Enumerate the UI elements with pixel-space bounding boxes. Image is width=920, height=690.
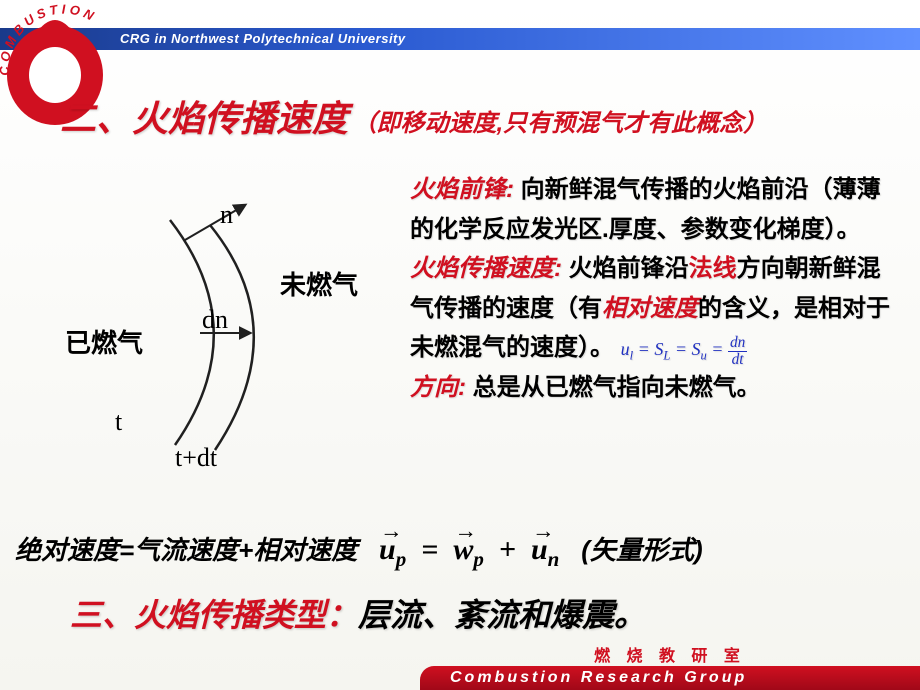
label-unburned: 未燃气 — [280, 265, 358, 302]
section-3: 三、火焰传播类型：层流、紊流和爆震。 — [70, 590, 646, 636]
s3-text: 层流、紊流和爆震。 — [358, 597, 646, 633]
footer-en: Combustion Research Group — [420, 666, 920, 690]
label-t: t — [115, 407, 122, 437]
formula-small: ul = SL = Su = dn dt — [621, 339, 748, 359]
eq-lhs-text: 绝对速度=气流速度+相对速度 — [15, 535, 357, 565]
p2-red2: 相对速度 — [602, 295, 698, 322]
title-row: 二、火焰传播速度 （即移动速度,只有预混气才有此概念） — [60, 90, 900, 142]
eq-main: up = wp + un — [379, 533, 567, 566]
p3-label: 方向: — [410, 374, 466, 401]
p1-label: 火焰前锋: — [410, 176, 514, 203]
label-n: n — [220, 200, 233, 230]
footer: 燃 烧 教 研 室 Combustion Research Group — [420, 642, 920, 690]
para-3: 方向: 总是从已燃气指向未燃气。 — [410, 368, 895, 408]
title-sub: （即移动速度,只有预混气才有此概念） — [352, 110, 767, 137]
p2-label: 火焰传播速度: — [410, 255, 562, 282]
label-burned: 已燃气 — [65, 323, 143, 360]
title-main: 二、火焰传播速度 — [60, 98, 348, 139]
body-text: 火焰前锋: 向新鲜混气传播的火焰前沿（薄薄的化学反应发光区.厚度、参数变化梯度）… — [410, 170, 895, 408]
s3-label: 三、火焰传播类型： — [70, 597, 358, 633]
p2-red1: 法线 — [689, 255, 737, 282]
p2-before: 火焰前锋沿 — [562, 255, 689, 282]
label-tdt: t+dt — [175, 443, 217, 473]
eq-tail: (矢量形式) — [581, 535, 702, 565]
flame-diagram: n dn t t+dt 已燃气 未燃气 — [55, 165, 390, 485]
header-bar: CRG in Northwest Polytechnical Universit… — [0, 28, 920, 50]
equation-row: 绝对速度=气流速度+相对速度 up = wp + un (矢量形式) — [15, 530, 905, 572]
footer-cn: 燃 烧 教 研 室 — [420, 642, 920, 666]
para-2: 火焰传播速度: 火焰前锋沿法线方向朝新鲜混气传播的速度（有相对速度的含义，是相对… — [410, 249, 895, 368]
p3-text: 总是从已燃气指向未燃气。 — [466, 374, 761, 401]
label-dn: dn — [202, 305, 228, 335]
header-text: CRG in Northwest Polytechnical Universit… — [120, 31, 406, 46]
fraction: dn dt — [728, 335, 747, 367]
para-1: 火焰前锋: 向新鲜混气传播的火焰前沿（薄薄的化学反应发光区.厚度、参数变化梯度）… — [410, 170, 895, 249]
